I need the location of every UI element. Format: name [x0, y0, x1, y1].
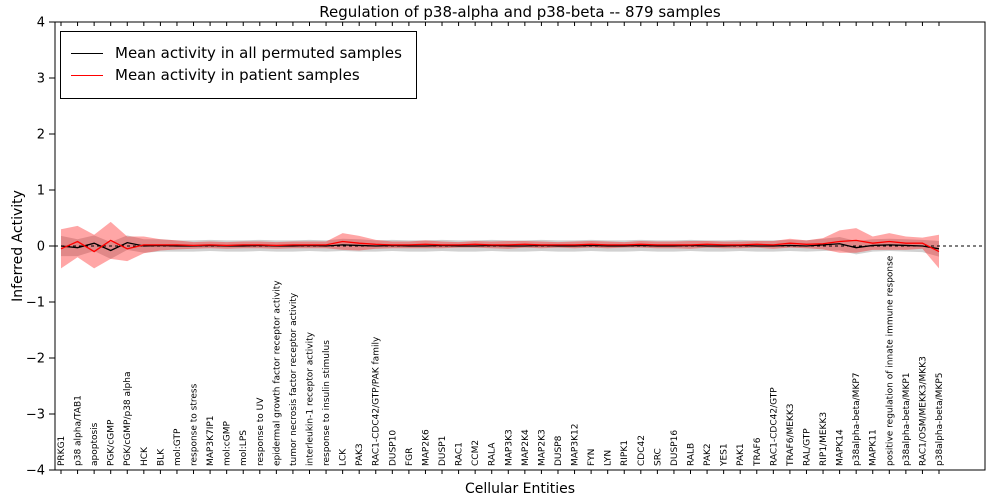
category-label: apoptosis [90, 422, 100, 466]
y-ticks: −4 −3 −2 −1 0 1 2 3 4 [26, 15, 55, 478]
legend-line-patient-icon [71, 74, 103, 76]
y-tick-label: −4 [26, 463, 45, 478]
category-label: MAP2K4 [521, 429, 531, 466]
category-label: RIP1/MEKK3 [819, 412, 829, 466]
category-label: DUSP10 [388, 430, 398, 466]
category-label: MAP2K3 [537, 429, 547, 466]
category-label: BLK [156, 448, 166, 466]
category-label: MAPK11 [869, 429, 879, 466]
category-label: RALA [488, 442, 498, 466]
category-label: RAL/GTP [802, 428, 812, 466]
category-label: RAC1-CDC42/GTP/PAK family [372, 336, 382, 466]
legend-label-patient: Mean activity in patient samples [115, 66, 360, 84]
chart-title: Regulation of p38-alpha and p38-beta -- … [319, 3, 721, 21]
permuted-sd-band [61, 235, 939, 259]
category-label: RIPK1 [620, 440, 630, 466]
category-label: TRAF6/MEKK3 [786, 404, 796, 467]
category-label: MAPK14 [836, 429, 846, 466]
category-label: PAK3 [355, 443, 365, 466]
y-tick-label: 2 [37, 127, 45, 142]
legend-label-permuted: Mean activity in all permuted samples [115, 44, 402, 62]
category-label: RALB [686, 443, 696, 466]
y-tick-label: 3 [37, 71, 45, 86]
category-label: RAC1 [455, 442, 465, 466]
category-label: DUSP16 [670, 430, 680, 466]
category-label: RAC1-CDC42/GTP [769, 387, 779, 466]
x-ticks [60, 22, 940, 474]
category-label: CCM2 [471, 440, 481, 466]
category-label: response to insulin stimulus [322, 340, 332, 466]
category-label: MAP2K6 [421, 429, 431, 466]
category-label: response to UV [256, 397, 266, 466]
plot-frame [54, 21, 986, 471]
legend: Mean activity in all permuted samples Me… [60, 31, 417, 99]
category-label: MAP3K7IP1 [206, 415, 216, 466]
y-tick-label: 4 [37, 15, 45, 30]
legend-line-permuted-icon [71, 52, 103, 54]
category-label: FGR [405, 448, 415, 466]
category-label: p38 alpha/TAB1 [74, 395, 84, 466]
category-label: mol:cGMP [223, 421, 233, 466]
category-label: response to stress [189, 383, 199, 466]
category-label: epidermal growth factor receptor activit… [272, 280, 282, 466]
category-label: LYN [604, 450, 614, 466]
category-label: PAK1 [736, 443, 746, 466]
y-tick-label: 0 [37, 239, 45, 254]
category-label: positive regulation of innate immune res… [885, 255, 895, 466]
legend-item-patient: Mean activity in patient samples [71, 66, 402, 84]
y-axis-label: Inferred Activity [10, 190, 26, 302]
category-label: CDC42 [637, 435, 647, 466]
series-lines [60, 239, 940, 253]
category-label: mol:GTP [173, 428, 183, 466]
category-label: LCK [339, 448, 349, 466]
y-tick-label: 1 [37, 183, 45, 198]
category-label: DUSP1 [438, 436, 448, 466]
y-tick-label: −1 [26, 295, 45, 310]
category-label: mol:LPS [239, 430, 249, 466]
category-label: DUSP8 [554, 435, 564, 466]
category-label: YES1 [720, 443, 730, 467]
category-label: PAK2 [703, 443, 713, 466]
category-labels: PRKG1 p38 alpha/TAB1 apoptosis PGK/cGMP PGK/… [57, 255, 945, 467]
legend-item-permuted: Mean activity in all permuted samples [71, 44, 402, 62]
x-axis-label: Cellular Entities [464, 481, 576, 497]
category-label: SRC [653, 448, 663, 466]
category-label: TRAF6 [753, 437, 763, 467]
series-line-1 [60, 239, 940, 253]
category-label: PGK/cGMP/p38 alpha [123, 372, 133, 466]
category-label: PGK/cGMP [107, 419, 117, 466]
y-tick-label: −3 [26, 407, 45, 422]
category-label: RAC1/OSM/MEKK3/MKK3 [918, 356, 928, 466]
y-tick-label: −2 [26, 351, 45, 366]
category-label: MAP3K3 [504, 429, 514, 466]
category-label: tumor necrosis factor receptor activity [289, 292, 299, 466]
category-label: interleukin-1 receptor activity [305, 331, 315, 466]
category-label: PRKG1 [57, 436, 67, 466]
category-label: HCK [140, 446, 150, 466]
category-label: p38alpha-beta/MKP5 [935, 372, 945, 466]
category-label: FYN [587, 449, 597, 466]
category-label: p38alpha-beta/MKP7 [852, 372, 862, 466]
category-label: p38alpha-beta/MKP1 [902, 372, 912, 466]
category-label: MAP3K12 [571, 424, 581, 466]
